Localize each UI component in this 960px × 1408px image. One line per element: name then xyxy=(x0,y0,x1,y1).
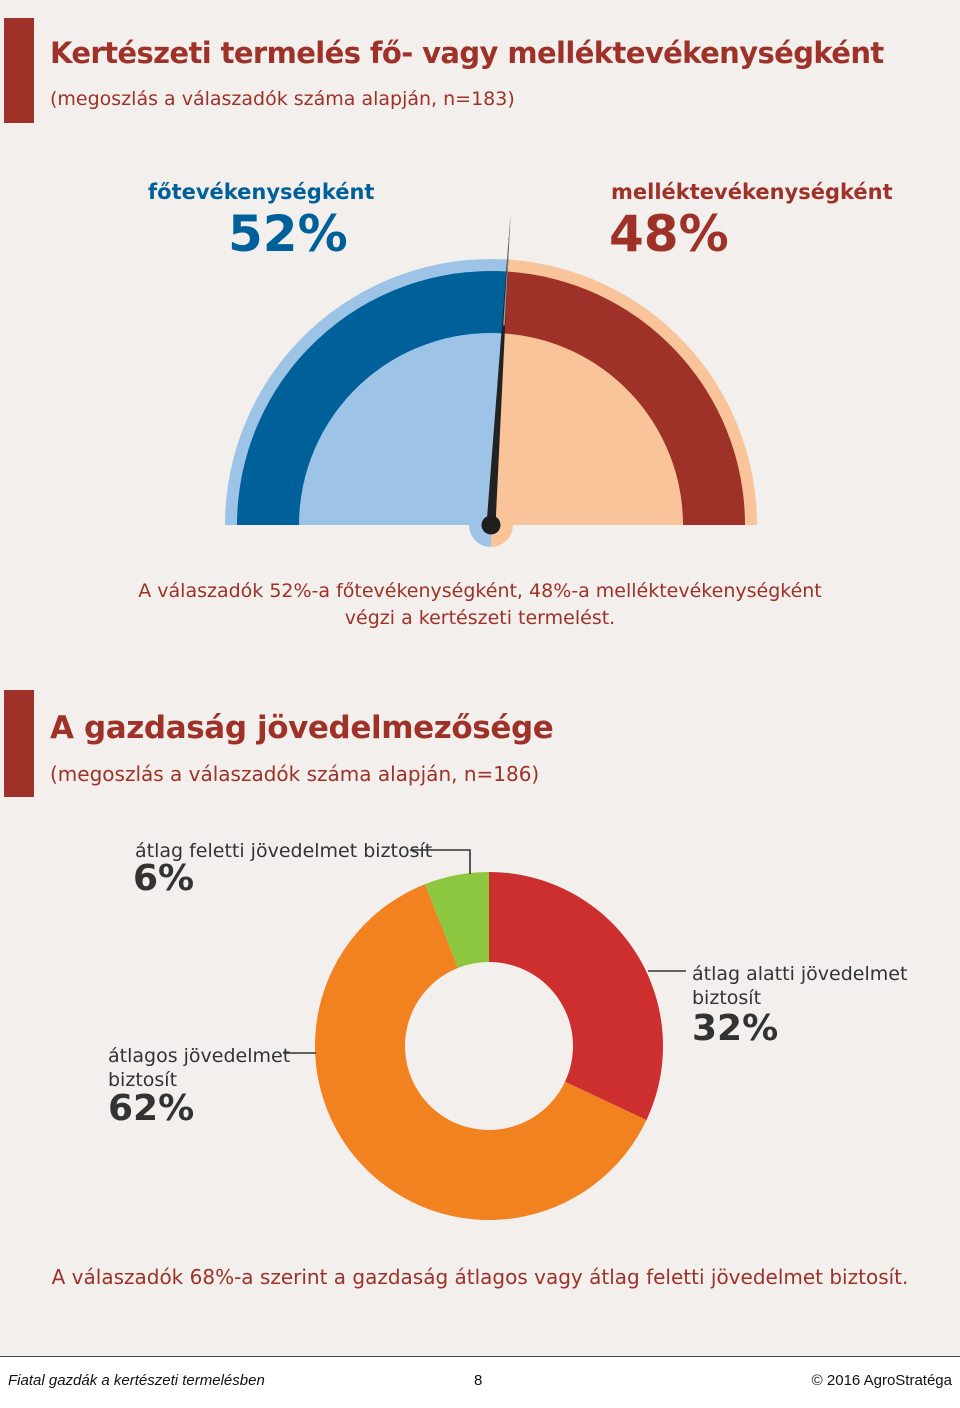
gauge-needle-highlight xyxy=(503,215,511,326)
section1-caption-line1: A válaszadók 52%-a főtevékenységként, 48… xyxy=(138,580,822,602)
value-average: 62% xyxy=(108,1088,195,1129)
donut-slice-below-average xyxy=(489,872,663,1121)
donut-slice-average xyxy=(315,884,647,1220)
footer-publication-title: Fiatal gazdák a kertészeti termelésben xyxy=(8,1372,265,1389)
donut-chart xyxy=(283,849,686,1220)
gauge-side-value: 48% xyxy=(609,205,729,263)
label-average: átlagos jövedelmet biztosít xyxy=(108,1044,290,1092)
section1-caption: A válaszadók 52%-a főtevékenységként, 48… xyxy=(0,578,960,632)
section2-accent-bar xyxy=(4,690,34,797)
leader-line-above xyxy=(410,849,471,874)
section2-title: A gazdaság jövedelmezősége xyxy=(50,710,554,746)
gauge-needle-pivot xyxy=(481,515,501,535)
section1-subtitle: (megoszlás a válaszadók száma alapján, n… xyxy=(50,88,515,110)
gauge-chart xyxy=(225,215,757,547)
footer-copyright: © 2016 AgroStratéga xyxy=(811,1372,952,1389)
section1-title: Kertészeti termelés fő- vagy melléktevék… xyxy=(50,36,884,70)
value-below-average: 32% xyxy=(692,1008,779,1049)
footer-page-number: 8 xyxy=(474,1372,483,1389)
label-average-line2: biztosít xyxy=(108,1069,178,1091)
section2-subtitle: (megoszlás a válaszadók száma alapján, n… xyxy=(50,762,540,786)
gauge-side-inner xyxy=(491,333,683,525)
donut-slice-above-average xyxy=(424,872,489,968)
gauge-main-value: 52% xyxy=(228,205,348,263)
label-below-average-line1: átlag alatti jövedelmet xyxy=(692,963,908,985)
gauge-side-label: melléktevékenységként xyxy=(611,180,893,204)
page-footer: Fiatal gazdák a kertészeti termelésben 8… xyxy=(0,1356,960,1408)
label-above-average: átlag feletti jövedelmet biztosít xyxy=(135,840,433,862)
gauge-needle xyxy=(486,215,511,526)
gauge-main-label: főtevékenységként xyxy=(148,180,375,204)
label-below-average-line2: biztosít xyxy=(692,987,762,1009)
gauge-main-inner xyxy=(299,333,504,525)
section1-accent-bar xyxy=(4,18,34,123)
label-below-average: átlag alatti jövedelmet biztosít xyxy=(692,962,907,1010)
label-average-line1: átlagos jövedelmet xyxy=(108,1045,291,1067)
section1-caption-line2: végzi a kertészeti termelést. xyxy=(344,607,616,629)
value-above-average: 6% xyxy=(133,858,195,899)
section2-caption: A válaszadók 68%-a szerint a gazdaság át… xyxy=(51,1265,909,1289)
